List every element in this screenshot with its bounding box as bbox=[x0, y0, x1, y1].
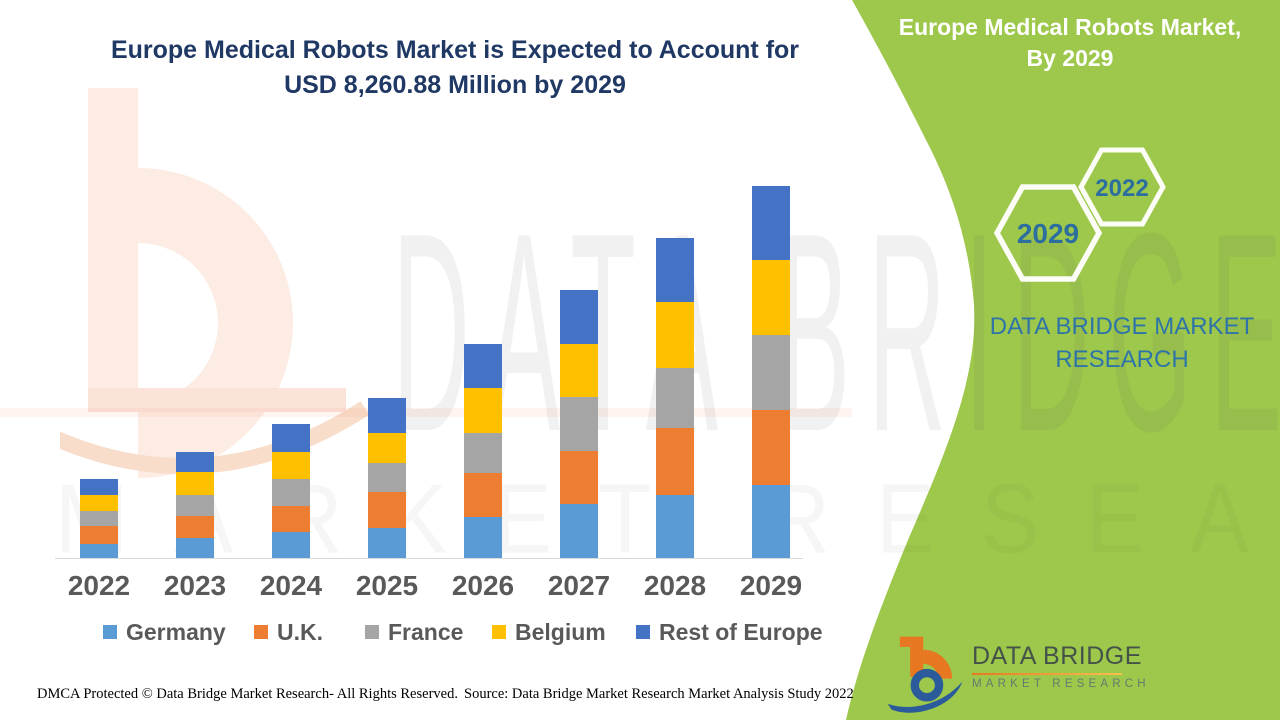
bar-segment-2027-france bbox=[560, 396, 598, 451]
bar-segment-2028-germany bbox=[656, 495, 694, 558]
bar-segment-2029-rest-of-europe bbox=[752, 186, 790, 260]
legend-item-u-k-: U.K. bbox=[254, 618, 323, 645]
bar-segment-2029-germany bbox=[752, 485, 790, 558]
bar-segment-2023-france bbox=[176, 495, 214, 516]
x-axis-label-2022: 2022 bbox=[67, 570, 131, 601]
legend-item-germany: Germany bbox=[103, 618, 226, 645]
bar-segment-2025-belgium bbox=[368, 433, 406, 463]
source-note: Source: Data Bridge Market Research Mark… bbox=[464, 686, 854, 702]
logo-underline bbox=[972, 673, 1122, 675]
bar-segment-2025-germany bbox=[368, 528, 406, 558]
watermark-band bbox=[0, 408, 852, 417]
x-axis-label-2027: 2027 bbox=[547, 570, 611, 601]
legend-swatch-germany bbox=[103, 625, 117, 639]
legend-swatch-france bbox=[365, 625, 379, 639]
x-axis-label-2025: 2025 bbox=[355, 570, 419, 601]
bar-segment-2024-france bbox=[272, 479, 310, 506]
hexagon-2022-outline bbox=[1078, 147, 1166, 227]
chart-title-line2: USD 8,260.88 Million by 2029 bbox=[284, 71, 626, 99]
bar-segment-2024-belgium bbox=[272, 452, 310, 479]
x-axis-label-2026: 2026 bbox=[451, 570, 515, 601]
legend-label: France bbox=[388, 618, 464, 645]
bar-segment-2022-france bbox=[80, 511, 118, 526]
x-axis-label-2028: 2028 bbox=[643, 570, 707, 601]
bar-segment-2026-germany bbox=[464, 517, 502, 558]
bar-segment-2026-belgium bbox=[464, 388, 502, 433]
legend-item-rest-of-europe: Rest of Europe bbox=[636, 618, 823, 645]
x-axis-label-2029: 2029 bbox=[739, 570, 803, 601]
dbmr-logo: DATA BRIDGE MARKET RESEARCH bbox=[884, 634, 1150, 714]
side-panel-title-line2: By 2029 bbox=[1026, 45, 1114, 71]
legend-label: Rest of Europe bbox=[659, 618, 823, 645]
legend-label: Belgium bbox=[515, 618, 606, 645]
bar-segment-2028-rest-of-europe bbox=[656, 238, 694, 302]
bar-segment-2022-u-k- bbox=[80, 526, 118, 544]
bar-segment-2029-belgium bbox=[752, 259, 790, 335]
legend-swatch-belgium bbox=[492, 625, 506, 639]
year-hexagons: 2029 2022 bbox=[993, 147, 1166, 282]
bar-segment-2024-u-k- bbox=[272, 506, 310, 532]
bar-segment-2027-rest-of-europe bbox=[560, 289, 598, 344]
bar-segment-2026-u-k- bbox=[464, 473, 502, 517]
legend-label: U.K. bbox=[277, 618, 323, 645]
dbmr-logo-mark bbox=[887, 636, 963, 713]
side-panel-title: Europe Medical Robots Market, By 2029 bbox=[880, 12, 1260, 74]
legend-swatch-u-k- bbox=[254, 625, 268, 639]
bar-segment-2028-u-k- bbox=[656, 428, 694, 495]
bar-segment-2025-france bbox=[368, 463, 406, 492]
side-panel-title-line1: Europe Medical Robots Market, bbox=[898, 14, 1242, 40]
brand-wordmark-line2: RESEARCH bbox=[1055, 346, 1189, 373]
bar-segment-2027-u-k- bbox=[560, 450, 598, 504]
bar-segment-2024-rest-of-europe bbox=[272, 424, 310, 452]
bar-segment-2025-u-k- bbox=[368, 492, 406, 528]
logo-subtitle: MARKET RESEARCH bbox=[972, 678, 1150, 690]
legend-label: Germany bbox=[126, 618, 226, 645]
bar-segment-2022-rest-of-europe bbox=[80, 479, 118, 495]
bar-segment-2022-belgium bbox=[80, 495, 118, 511]
x-axis-label-2024: 2024 bbox=[259, 570, 323, 601]
chart-title-line1: Europe Medical Robots Market is Expected… bbox=[110, 36, 800, 64]
legend-item-belgium: Belgium bbox=[492, 618, 606, 645]
logo-name: DATA BRIDGE bbox=[972, 642, 1142, 670]
bar-segment-2029-france bbox=[752, 335, 790, 410]
hexagon-2029-label: 2029 bbox=[1017, 218, 1079, 249]
bar-segment-2029-u-k- bbox=[752, 410, 790, 485]
bar-segment-2027-germany bbox=[560, 503, 598, 558]
brand-wordmark: DATA BRIDGE MARKET RESEARCH bbox=[957, 310, 1280, 376]
bar-segment-2024-germany bbox=[272, 532, 310, 558]
bar-segment-2026-france bbox=[464, 433, 502, 473]
bar-segment-2026-rest-of-europe bbox=[464, 344, 502, 388]
bar-segment-2025-rest-of-europe bbox=[368, 398, 406, 433]
bar-segment-2023-belgium bbox=[176, 472, 214, 495]
bar-segment-2023-u-k- bbox=[176, 516, 214, 538]
bar-segment-2023-rest-of-europe bbox=[176, 452, 214, 472]
x-axis-line bbox=[55, 558, 803, 559]
watermark-logo-b bbox=[60, 88, 370, 478]
bar-segment-2028-belgium bbox=[656, 302, 694, 368]
x-axis-label-2023: 2023 bbox=[163, 570, 227, 601]
bar-segment-2027-belgium bbox=[560, 344, 598, 397]
legend-swatch-rest-of-europe bbox=[636, 625, 650, 639]
dbmr-logo-text: DATA BRIDGE MARKET RESEARCH bbox=[972, 642, 1150, 690]
bar-segment-2023-germany bbox=[176, 538, 214, 558]
chart-title: Europe Medical Robots Market is Expected… bbox=[95, 33, 815, 103]
legend-item-france: France bbox=[365, 618, 464, 645]
hexagon-2022-label: 2022 bbox=[1095, 175, 1148, 202]
dmca-notice: DMCA Protected © Data Bridge Market Rese… bbox=[37, 686, 458, 702]
bar-segment-2028-france bbox=[656, 368, 694, 428]
hexagon-2029-outline bbox=[993, 184, 1103, 282]
brand-wordmark-line1: DATA BRIDGE MARKET bbox=[989, 313, 1255, 340]
bar-segment-2022-germany bbox=[80, 544, 118, 558]
